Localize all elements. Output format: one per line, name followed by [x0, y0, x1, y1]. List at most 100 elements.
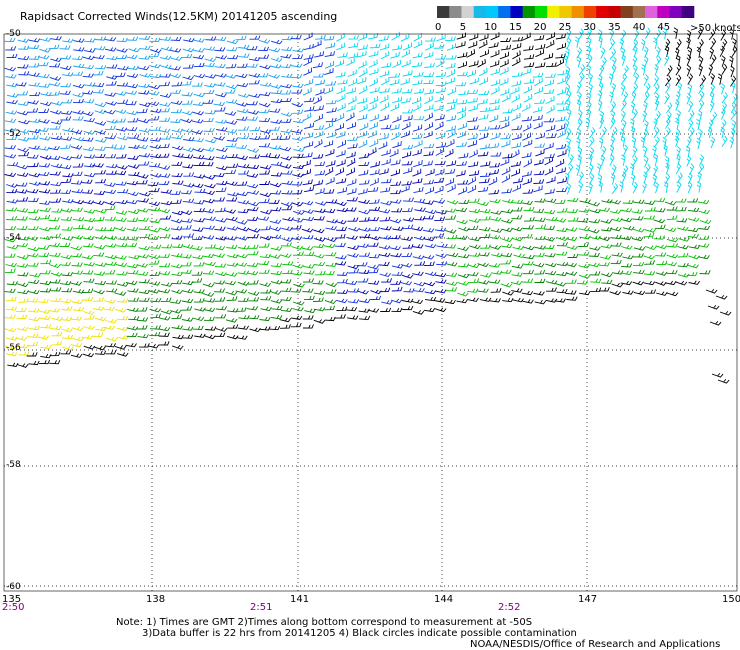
- wind-barb: [61, 287, 73, 293]
- wind-barb: [103, 109, 116, 115]
- wind-barb: [335, 255, 347, 260]
- wind-barb: [281, 226, 293, 231]
- wind-barb: [269, 219, 282, 224]
- wind-barb: [522, 299, 534, 304]
- wind-barb: [301, 200, 314, 206]
- wind-barb: [348, 42, 359, 49]
- wind-barb: [312, 153, 324, 159]
- wind-barb: [148, 260, 160, 265]
- wind-barb: [237, 297, 249, 302]
- wind-barb: [126, 126, 138, 132]
- wind-barb: [500, 37, 512, 42]
- wind-barb: [180, 261, 192, 267]
- wind-barb: [236, 108, 249, 114]
- wind-barb: [114, 145, 126, 150]
- wind-barb: [202, 162, 214, 167]
- wind-barb: [721, 102, 728, 114]
- wind-barb: [270, 190, 282, 195]
- wind-barb: [313, 139, 323, 148]
- wind-barb: [666, 270, 678, 275]
- wind-barb: [491, 228, 503, 233]
- wind-barb: [72, 83, 85, 89]
- wind-barb: [6, 199, 18, 204]
- wind-barb: [127, 65, 139, 70]
- wind-barb: [48, 44, 60, 50]
- wind-barb: [60, 110, 73, 115]
- wind-barb: [478, 67, 488, 77]
- wind-barb: [324, 51, 335, 58]
- wind-barb: [378, 35, 389, 42]
- wind-barb: [215, 187, 227, 192]
- wind-barb: [601, 279, 613, 284]
- wind-barb: [137, 254, 149, 259]
- wind-barb: [402, 115, 413, 122]
- wind-barb: [49, 233, 61, 238]
- wind-barb: [664, 200, 677, 206]
- wind-barb: [192, 110, 204, 116]
- wind-barb: [203, 208, 215, 214]
- wind-barb: [411, 226, 424, 232]
- wind-barb: [675, 64, 682, 76]
- wind-barb: [246, 116, 258, 121]
- wind-barb: [457, 281, 470, 286]
- wind-barb: [588, 83, 593, 96]
- wind-barb: [128, 47, 140, 53]
- wind-barb: [400, 280, 413, 286]
- wind-barb: [214, 63, 226, 69]
- wind-barb: [630, 126, 636, 138]
- wind-barb: [215, 271, 227, 277]
- wind-barb: [224, 280, 236, 286]
- wind-barb: [95, 138, 107, 143]
- wind-barb: [49, 297, 62, 303]
- wind-barb: [597, 90, 603, 102]
- wind-barb: [159, 117, 171, 122]
- wind-barb: [314, 237, 326, 242]
- wind-barb: [630, 163, 635, 175]
- wind-barb: [72, 289, 85, 294]
- wind-barb: [358, 104, 368, 113]
- wind-barb: [665, 261, 677, 267]
- wind-barb: [136, 144, 148, 150]
- wind-barb: [291, 218, 304, 223]
- wind-barb: [302, 209, 314, 214]
- wind-barb: [183, 64, 194, 69]
- wind-barb: [413, 88, 425, 94]
- wind-barb: [50, 135, 63, 140]
- wind-barb: [40, 101, 52, 107]
- wind-barb: [379, 43, 390, 51]
- wind-barb: [325, 61, 335, 69]
- wind-barb: [125, 242, 138, 247]
- wind-barb: [696, 46, 701, 59]
- wind-barb: [292, 300, 305, 306]
- wind-barb: [359, 179, 370, 185]
- wind-barb: [368, 235, 381, 241]
- wind-barb: [137, 271, 149, 276]
- wind-barb: [610, 242, 622, 247]
- wind-barb: [280, 164, 292, 169]
- wind-barb: [698, 209, 710, 215]
- wind-barb: [633, 64, 638, 77]
- wind-barb: [128, 144, 140, 149]
- wind-barb: [336, 103, 346, 112]
- wind-barb: [401, 59, 411, 68]
- wind-barb: [489, 98, 500, 105]
- wind-barb: [312, 179, 324, 186]
- wind-barb: [489, 298, 501, 303]
- wind-barb: [139, 45, 151, 50]
- wind-barb: [535, 224, 547, 229]
- wind-barb: [4, 154, 17, 159]
- wind-barb: [5, 46, 17, 51]
- wind-barb: [390, 131, 400, 141]
- legend-tick-label: 40: [633, 22, 646, 33]
- wind-barb: [28, 216, 41, 221]
- wind-barb: [390, 189, 402, 195]
- wind-barb: [534, 245, 546, 250]
- wind-barb: [126, 263, 139, 269]
- wind-barb: [216, 147, 228, 153]
- wind-barb: [402, 305, 414, 311]
- wind-barb: [325, 225, 337, 231]
- wind-barb: [587, 54, 593, 66]
- wind-barb: [268, 74, 280, 79]
- wind-barb: [301, 168, 311, 177]
- wind-barb: [248, 154, 261, 159]
